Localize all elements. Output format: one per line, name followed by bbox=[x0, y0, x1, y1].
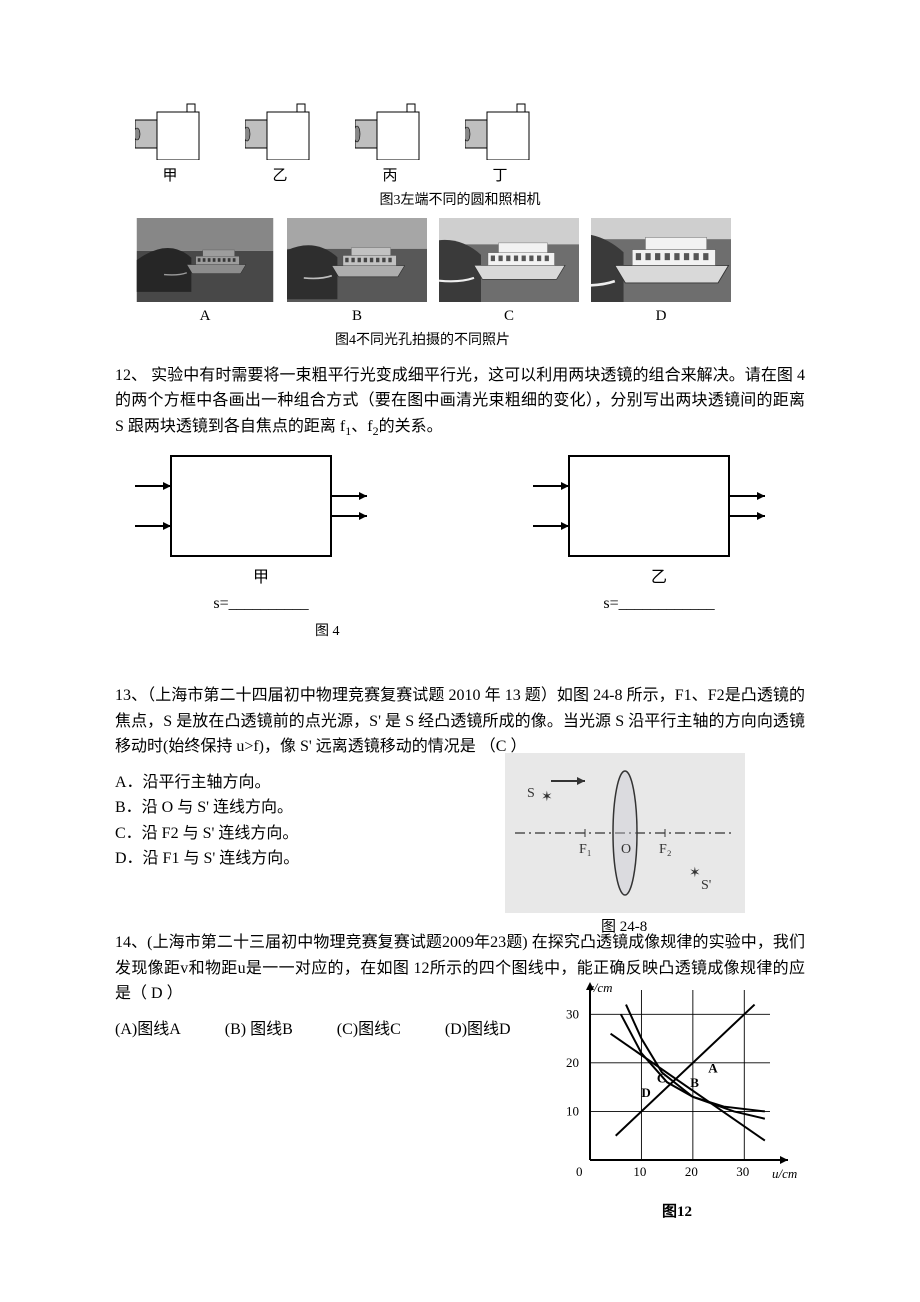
lens-box-left bbox=[135, 451, 387, 561]
svg-text:u/cm: u/cm bbox=[772, 1166, 797, 1181]
svg-text:C: C bbox=[657, 1070, 666, 1085]
svg-text:✶: ✶ bbox=[689, 866, 701, 881]
q14-choice-B: (B) 图线B bbox=[225, 1017, 293, 1043]
q14-choice-A: (A)图线A bbox=[115, 1017, 181, 1043]
camera-乙: 乙 bbox=[245, 100, 315, 188]
q14-graph: 10 20 30 10 20 30 0 u/cm v/cm AB CD 图12 bbox=[555, 980, 805, 1231]
camera-甲: 甲 bbox=[135, 100, 205, 188]
lens-label-right: 乙 bbox=[651, 565, 667, 591]
photo-label: C bbox=[504, 304, 514, 328]
svg-text:20: 20 bbox=[566, 1055, 579, 1070]
svg-text:✶: ✶ bbox=[541, 790, 553, 805]
camera-row: 甲乙丙丁 bbox=[135, 100, 805, 188]
q12-caption: 图 4 bbox=[115, 621, 805, 643]
q14-wrap: 14、(上海市第二十三届初中物理竞赛复赛试题2009年23题) 在探究凸透镜成像… bbox=[115, 930, 805, 1256]
q14-choice-D: (D)图线D bbox=[445, 1017, 511, 1043]
photo-A: A bbox=[135, 218, 275, 328]
camera-caption: 图3左端不同的圆和照相机 bbox=[115, 190, 805, 212]
lens-cell-right: 乙 s=____________ bbox=[533, 451, 785, 616]
camera-label: 乙 bbox=[272, 164, 287, 188]
q14-choice-C: (C)图线C bbox=[337, 1017, 401, 1043]
q12-part2: 的关系。 bbox=[379, 418, 443, 435]
camera-label: 丙 bbox=[382, 164, 397, 188]
lens-box-right bbox=[533, 451, 785, 561]
svg-text:O: O bbox=[621, 842, 631, 857]
camera-丙: 丙 bbox=[355, 100, 425, 188]
s-equals-right: s=____________ bbox=[603, 591, 714, 617]
q13-lead: 13、（上海市第二十四届初中物理竞赛复赛试题 2010 年 13 题）如图 24… bbox=[115, 683, 805, 760]
q14-answer: D bbox=[151, 985, 163, 1002]
s-prefix-r: s= bbox=[603, 595, 618, 612]
lens-label-left: 甲 bbox=[253, 565, 269, 591]
svg-text:30: 30 bbox=[736, 1164, 749, 1179]
photo-label: B bbox=[352, 304, 362, 328]
photo-D: D bbox=[591, 218, 731, 328]
s-prefix-l: s= bbox=[213, 595, 228, 612]
s-equals-left: s=__________ bbox=[213, 591, 308, 617]
svg-text:S: S bbox=[527, 786, 535, 801]
photo-C: C bbox=[439, 218, 579, 328]
svg-text:S': S' bbox=[701, 878, 711, 893]
svg-text:v/cm: v/cm bbox=[588, 980, 613, 995]
svg-text:A: A bbox=[708, 1061, 718, 1076]
q12-text: 12、 实验中有时需要将一束粗平行光变成细平行光，这可以利用两块透镜的组合来解决… bbox=[115, 363, 805, 442]
svg-text:10: 10 bbox=[566, 1104, 579, 1119]
svg-text:10: 10 bbox=[633, 1164, 646, 1179]
lens-cell-left: 甲 s=__________ bbox=[135, 451, 387, 616]
svg-text:图12: 图12 bbox=[662, 1203, 692, 1220]
photo-row: A B C D bbox=[135, 218, 805, 328]
photo-caption: 图4不同光孔拍摄的不同照片 bbox=[175, 330, 805, 352]
lens-row: 甲 s=__________ 乙 s=____________ bbox=[135, 451, 785, 616]
photo-label: D bbox=[656, 304, 667, 328]
camera-丁: 丁 bbox=[465, 100, 535, 188]
q13-lead-text: 13、（上海市第二十四届初中物理竞赛复赛试题 2010 年 13 题）如图 24… bbox=[115, 687, 805, 755]
svg-text:D: D bbox=[641, 1085, 650, 1100]
photo-label: A bbox=[200, 304, 211, 328]
camera-label: 丁 bbox=[492, 164, 507, 188]
q12-part1: 12、 实验中有时需要将一束粗平行光变成细平行光，这可以利用两块透镜的组合来解决… bbox=[115, 367, 805, 435]
svg-text:F₂: F₂ bbox=[659, 842, 672, 857]
svg-text:B: B bbox=[690, 1075, 699, 1090]
svg-text:20: 20 bbox=[685, 1164, 698, 1179]
svg-text:F₁: F₁ bbox=[579, 842, 592, 857]
q14-lead-tail: ） bbox=[163, 985, 183, 1002]
svg-text:30: 30 bbox=[566, 1006, 579, 1021]
q13-wrap: 13、（上海市第二十四届初中物理竞赛复赛试题 2010 年 13 题）如图 24… bbox=[115, 683, 805, 872]
sub-1: 1 bbox=[345, 424, 351, 438]
q13-figure: F₁F₂OS✶✶S'图 24-8 bbox=[505, 753, 745, 944]
svg-text:0: 0 bbox=[576, 1164, 583, 1179]
camera-label: 甲 bbox=[162, 164, 177, 188]
photo-B: B bbox=[287, 218, 427, 328]
